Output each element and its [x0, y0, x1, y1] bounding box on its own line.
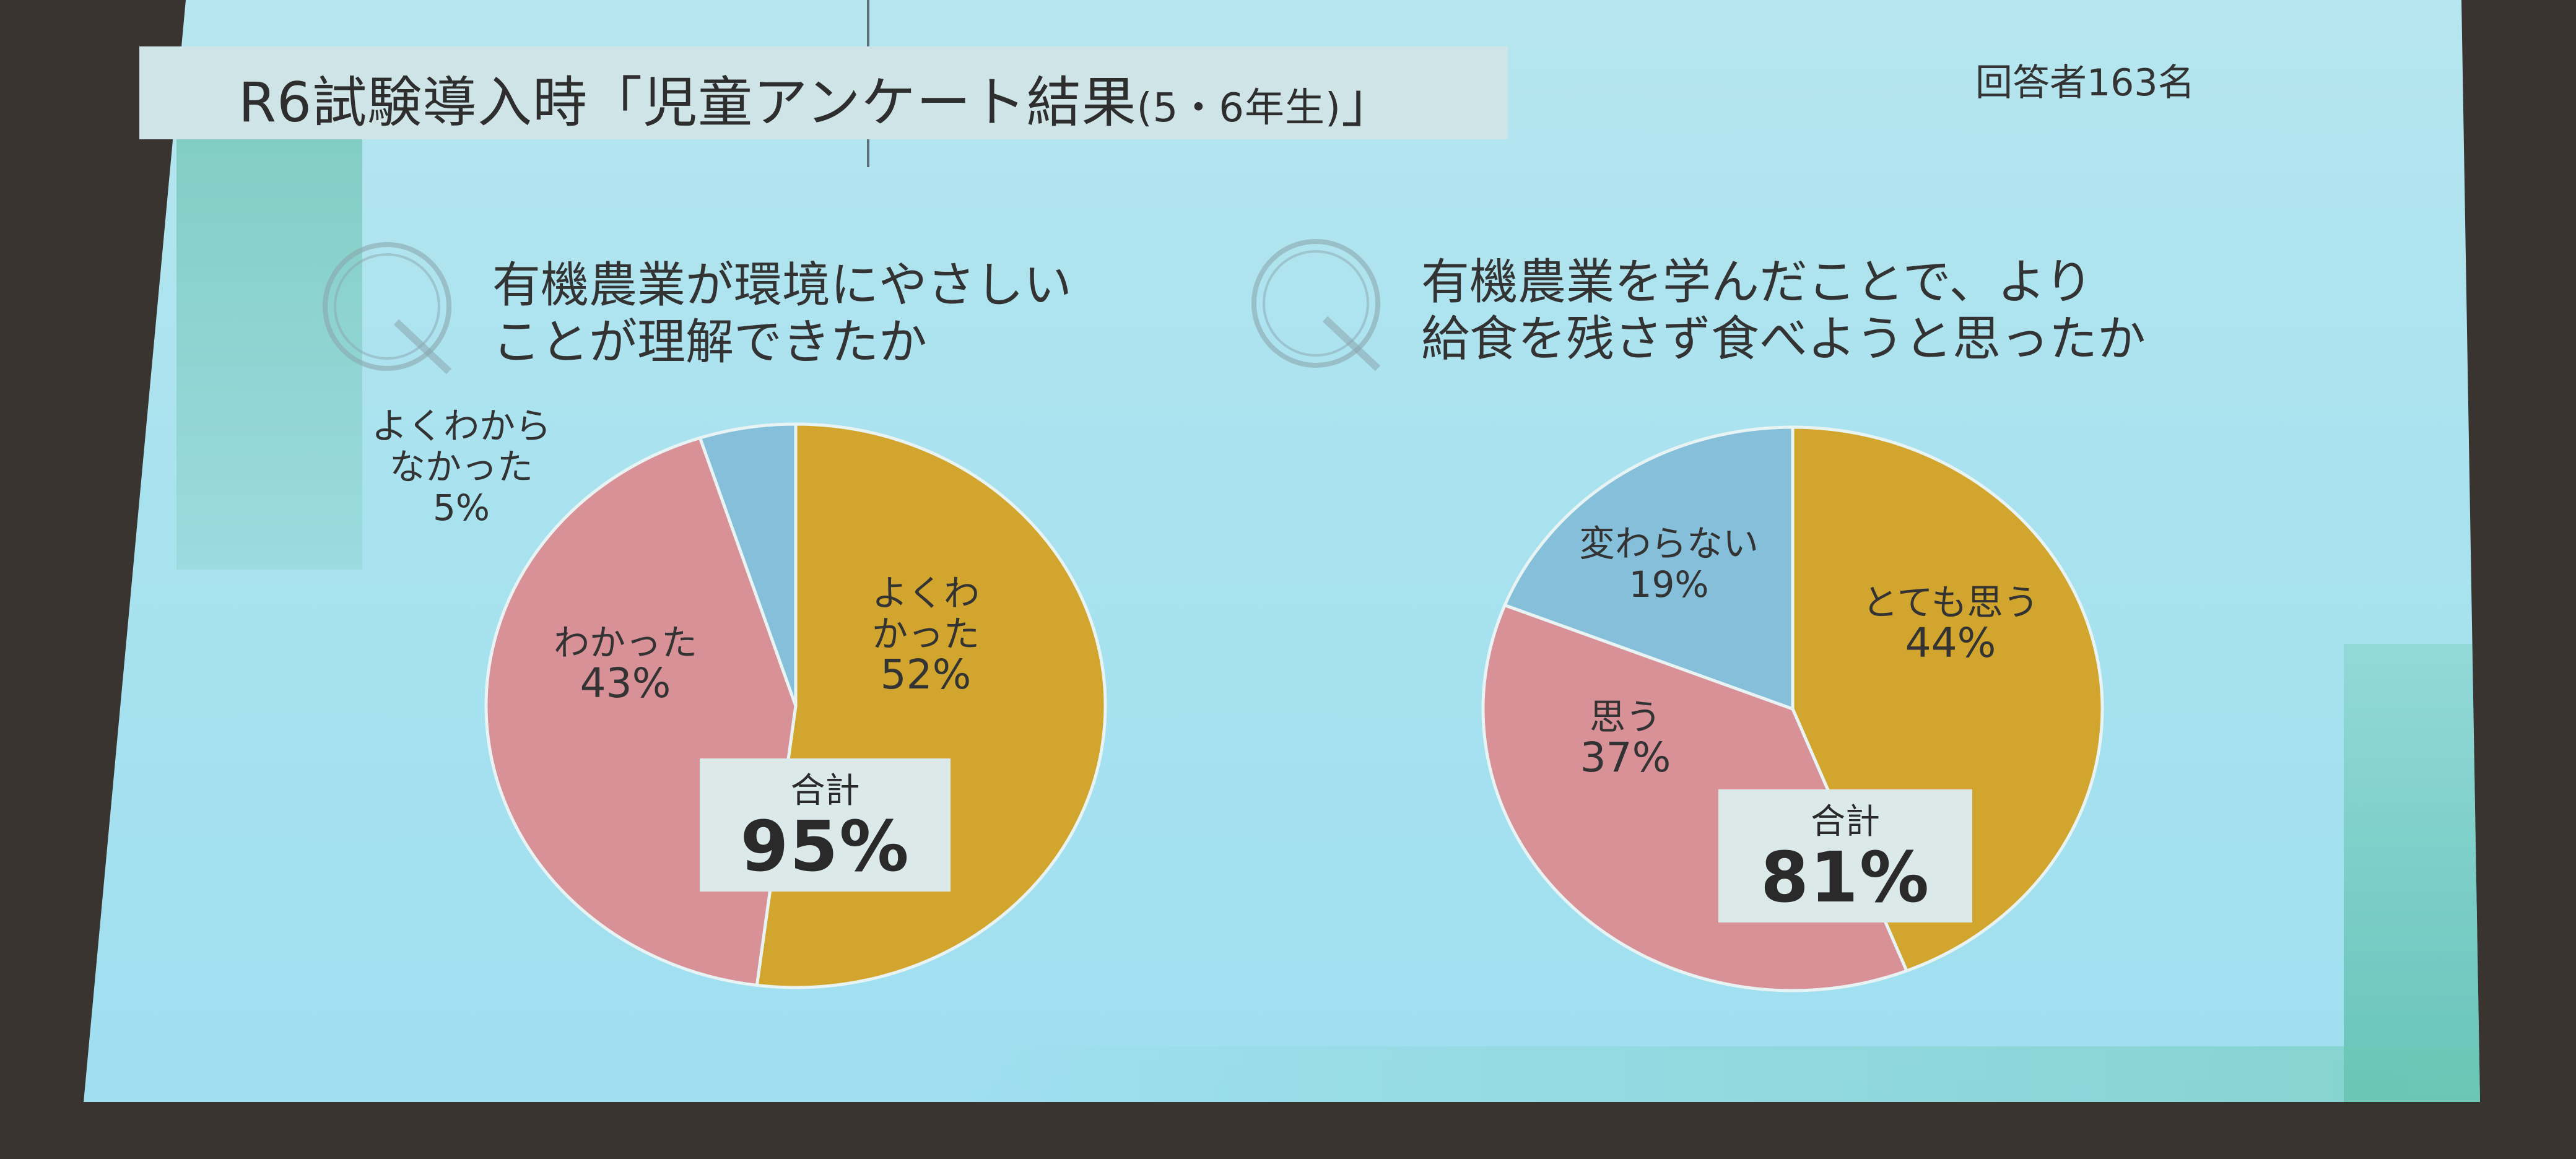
slide-title: R6試験導入時「児童アンケート結果(5・6年生)」 — [238, 59, 1396, 137]
total-label: 合計 — [1811, 802, 1880, 842]
title-main: R6試験導入時「児童アンケート結果 — [238, 71, 1137, 134]
question-2: 有機農業を学んだことで、より 給食を残さず食べようと思ったか — [1421, 254, 2146, 368]
slice-label-line1: よくわから — [371, 405, 552, 447]
pie-slice-2 — [698, 422, 798, 706]
decoration-right — [2344, 644, 2480, 1102]
pie-slice-2 — [1502, 425, 1795, 711]
title-close: 」 — [1341, 71, 1397, 134]
pie2-slice-label: 思う 37% — [1580, 697, 1671, 778]
total-box-1: 合計 95% — [700, 758, 951, 892]
slice-value: 44% — [1905, 619, 1996, 667]
total-value: 81% — [1760, 838, 1931, 918]
question-1-line2: ことが理解できたか — [492, 315, 928, 370]
slice-label-line1: とても思う — [1862, 581, 2039, 623]
pie1-slice-label: よくわから なかった 5% — [372, 406, 551, 528]
pie-chart-1 — [484, 422, 1107, 989]
slice-label-line1: 変わらない — [1578, 523, 1759, 565]
slice-value: 37% — [1580, 734, 1671, 781]
q-icon — [1251, 239, 1381, 371]
pie2-slice-label: とても思う 44% — [1862, 582, 2039, 664]
pie1-slice-label: よくわ かった 52% — [872, 573, 980, 695]
question-2-line2: 給食を残さず食べようと思ったか — [1421, 311, 2146, 367]
total-value: 95% — [740, 807, 910, 887]
decoration-left — [176, 136, 362, 570]
total-box-2: 合計 81% — [1718, 789, 1972, 922]
q-icon — [323, 242, 452, 375]
title-bar — [139, 46, 1508, 139]
question-1-line1: 有機農業が環境にやさしい — [492, 258, 1073, 313]
slice-label-line1: わかった — [553, 622, 698, 664]
question-1: 有機農業が環境にやさしい ことが理解できたか — [492, 257, 1072, 371]
slice-value: 43% — [580, 659, 671, 707]
question-2-line1: 有機農業を学んだことで、より — [1421, 254, 2093, 310]
total-label: 合計 — [790, 771, 860, 811]
slice-label-line1: 思う — [1589, 696, 1662, 738]
slice-label-line1: よくわ — [871, 572, 980, 614]
decoration-bottom — [951, 1046, 2480, 1102]
slice-label-line2: なかった — [389, 446, 534, 488]
slice-value: 52% — [880, 651, 972, 698]
pie2-slice-label: 変わらない 19% — [1579, 523, 1759, 605]
slide — [84, 0, 2480, 1102]
slice-value: 5% — [432, 487, 490, 529]
pie-slice-0 — [755, 422, 1107, 989]
slice-label-line2: かった — [871, 613, 980, 655]
pie1-slice-label: わかった 43% — [554, 622, 697, 704]
slice-value: 19% — [1629, 563, 1709, 606]
title-sub: (5・6年生) — [1136, 85, 1341, 131]
respondent-count: 回答者163名 — [1975, 61, 2195, 105]
